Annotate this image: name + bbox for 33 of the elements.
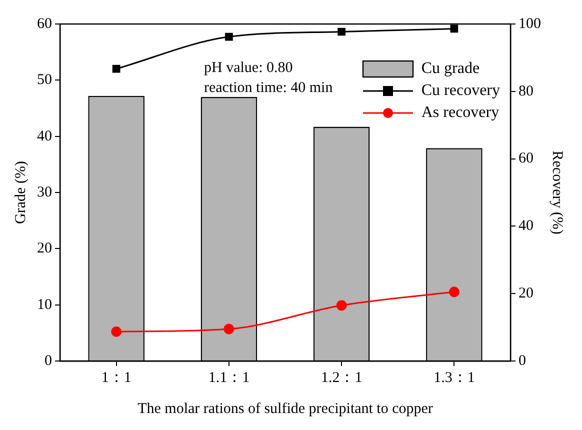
y2-tick-label: 100 bbox=[518, 16, 541, 32]
y-axis-title: Grade (%) bbox=[12, 161, 29, 224]
point bbox=[450, 24, 458, 33]
y-tick-label: 50 bbox=[37, 72, 52, 88]
y2-tick-label: 0 bbox=[518, 352, 526, 369]
x-tick-label: 1.2：1 bbox=[320, 370, 362, 386]
legend-label: Cu grade bbox=[421, 59, 480, 79]
point bbox=[336, 300, 347, 311]
point bbox=[448, 286, 460, 298]
y-tick-label: 60 bbox=[37, 16, 52, 32]
y-tick-label: 30 bbox=[37, 184, 52, 200]
y2-tick-label: 60 bbox=[518, 150, 534, 167]
y2-axis-title: Recovery (%) bbox=[549, 150, 566, 234]
y2-tick-label: 80 bbox=[518, 83, 534, 100]
y-tick-label: 20 bbox=[37, 240, 52, 257]
annotation: pH value: 0.80 bbox=[204, 59, 294, 78]
annotation: reaction time: 40 min bbox=[204, 79, 333, 98]
point bbox=[224, 324, 234, 334]
y-tick-label: 10 bbox=[37, 296, 52, 313]
x-tick-label: 1：1 bbox=[101, 370, 132, 386]
y2-tick-label: 20 bbox=[518, 286, 534, 302]
legend-label: As recovery bbox=[421, 103, 500, 123]
x-tick-label: 1.1：1 bbox=[208, 370, 250, 386]
y-tick-label: 40 bbox=[37, 128, 52, 144]
x-axis-title: The molar rations of sulfide precipitant to copper bbox=[138, 400, 433, 417]
y-tick-label: 0 bbox=[44, 352, 52, 369]
y2-tick-label: 40 bbox=[518, 218, 534, 234]
point bbox=[112, 64, 120, 73]
point bbox=[225, 32, 233, 41]
x-tick-label: 1.3：1 bbox=[434, 370, 475, 386]
legend-label: Cu recovery bbox=[421, 81, 500, 101]
point bbox=[338, 28, 346, 36]
point bbox=[111, 326, 122, 337]
